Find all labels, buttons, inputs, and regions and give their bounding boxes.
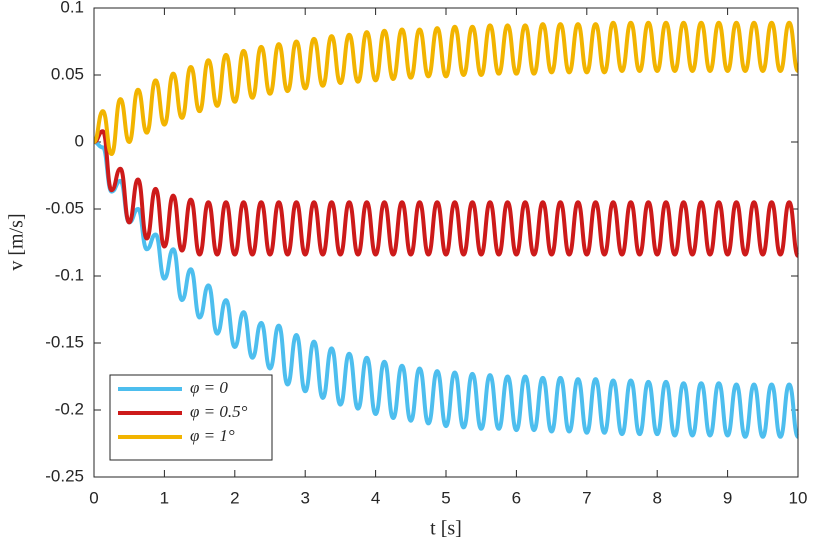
data-line bbox=[92, 20, 800, 157]
y-tick-label: -0.05 bbox=[45, 198, 84, 217]
x-tick-label: 5 bbox=[441, 488, 450, 507]
y-tick-label: -0.15 bbox=[45, 332, 84, 351]
x-tick-label: 7 bbox=[582, 488, 591, 507]
x-tick-label: 10 bbox=[789, 488, 808, 507]
data-line bbox=[93, 140, 800, 439]
data-line bbox=[93, 129, 800, 258]
x-axis-label: t [s] bbox=[430, 518, 462, 540]
x-tick-label: 9 bbox=[723, 488, 732, 507]
y-tick-label: 0 bbox=[75, 131, 84, 150]
legend-label: φ = 0 bbox=[190, 378, 228, 397]
x-tick-label: 8 bbox=[652, 488, 661, 507]
y-axis-label: v [m/s] bbox=[6, 213, 28, 270]
y-tick-label: 0.05 bbox=[51, 64, 84, 83]
x-tick-label: 1 bbox=[160, 488, 169, 507]
x-tick-label: 6 bbox=[512, 488, 521, 507]
legend-label: φ = 1° bbox=[190, 426, 235, 445]
x-tick-label: 4 bbox=[371, 488, 380, 507]
x-tick-label: 0 bbox=[89, 488, 98, 507]
y-tick-label: 0.1 bbox=[60, 0, 84, 16]
y-tick-label: -0.2 bbox=[55, 399, 84, 418]
plot-frame bbox=[93, 7, 799, 478]
x-tick-label: 3 bbox=[300, 488, 309, 507]
y-tick-label: -0.1 bbox=[55, 265, 84, 284]
legend-label: φ = 0.5° bbox=[190, 402, 248, 421]
x-tick-label: 2 bbox=[230, 488, 239, 507]
y-tick-label: -0.25 bbox=[45, 466, 84, 485]
